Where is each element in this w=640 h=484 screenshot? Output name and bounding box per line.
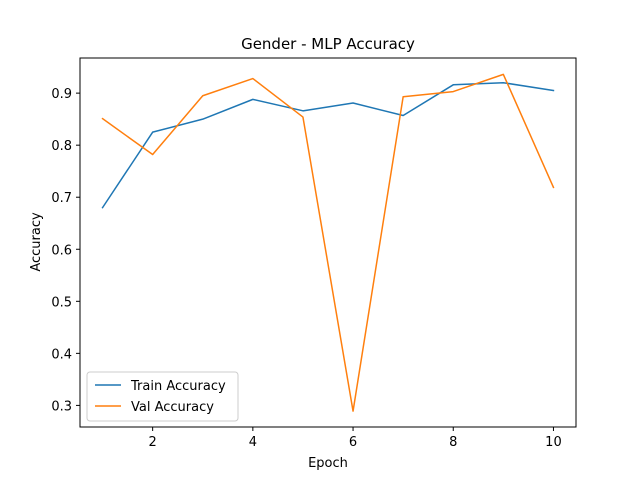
x-axis-ticks: 2 4 6 8 10 (149, 427, 562, 450)
x-tick-label: 10 (545, 435, 562, 450)
x-tick-label: 8 (449, 435, 457, 450)
series-line-val-accuracy (101, 73, 555, 412)
legend-label-train-accuracy: Train Accuracy (130, 379, 226, 394)
chart-title: Gender - MLP Accuracy (241, 35, 415, 53)
x-axis-label: Epoch (308, 456, 348, 471)
chart-legend: Train Accuracy Val Accuracy (86, 371, 239, 422)
y-tick-label: 0.9 (51, 87, 72, 102)
y-axis-label: Accuracy (29, 212, 44, 272)
legend-box (86, 371, 239, 422)
y-tick-label: 0.6 (51, 243, 72, 258)
y-axis-ticks: 0.3 0.4 0.5 0.6 0.7 0.8 0.9 (51, 87, 80, 414)
y-tick-label: 0.8 (51, 139, 72, 154)
x-tick-label: 2 (149, 435, 157, 450)
y-tick-label: 0.4 (51, 347, 72, 362)
plot-area (101, 73, 555, 412)
x-tick-label: 6 (349, 435, 357, 450)
x-tick-label: 4 (249, 435, 257, 450)
y-tick-label: 0.3 (51, 399, 72, 414)
y-tick-label: 0.7 (51, 191, 72, 206)
legend-label-val-accuracy: Val Accuracy (131, 400, 214, 415)
axes-frame (79, 57, 577, 428)
y-tick-label: 0.5 (51, 295, 72, 310)
